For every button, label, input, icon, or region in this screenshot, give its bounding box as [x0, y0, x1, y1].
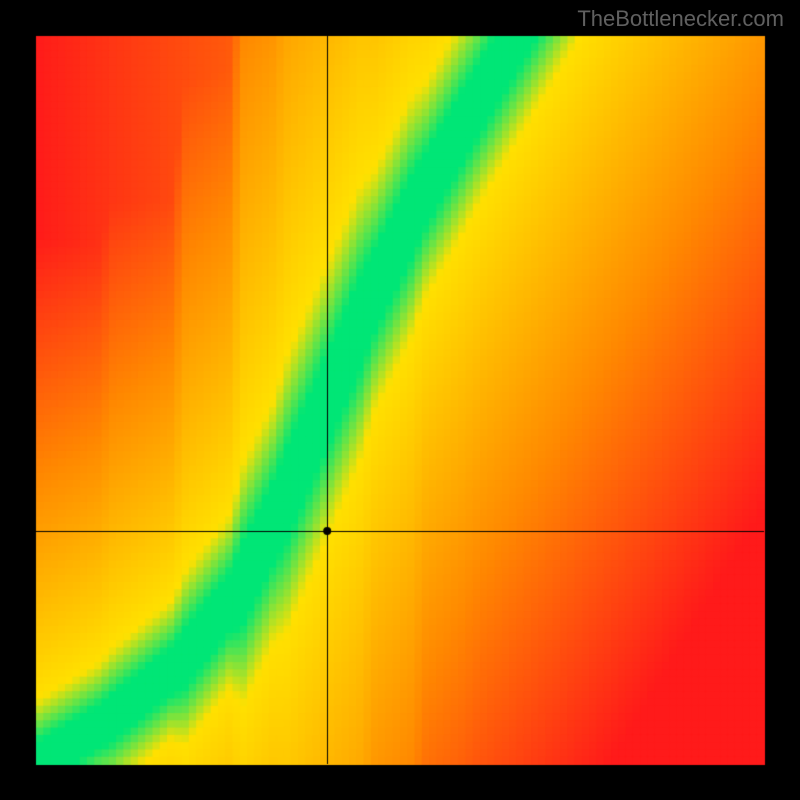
watermark-text: TheBottlenecker.com	[577, 6, 784, 32]
bottleneck-heatmap	[0, 0, 800, 800]
